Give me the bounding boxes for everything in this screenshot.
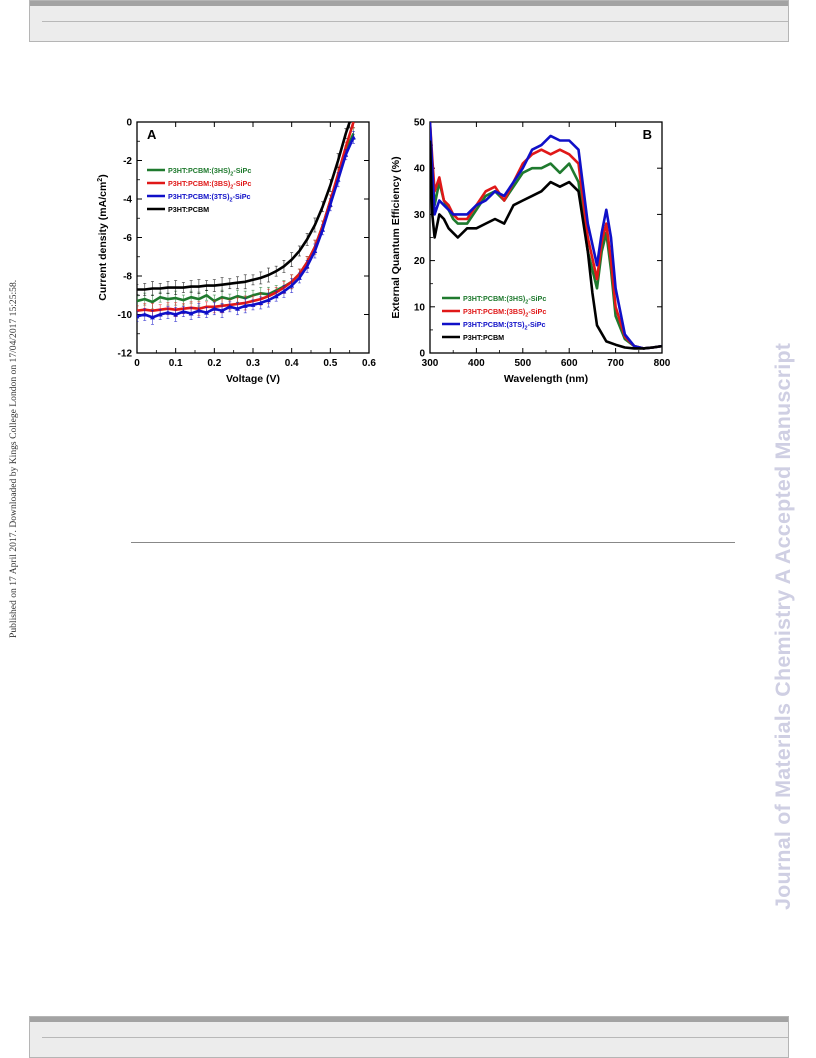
panel-a-x-tick-label: 0.4 [285,358,299,369]
panel-a-data-point [258,300,264,305]
panel-b-y-tick-label: 30 [414,210,426,221]
panel-b-x-tick-label: 300 [422,358,439,369]
panel-a-data-point [188,311,194,316]
panel-b-y-axis-label: External Quantum Efficiency (%) [390,156,402,318]
panel-a-data-point [266,297,271,303]
section-divider [131,542,735,543]
footer-line [42,1037,788,1038]
panel-b-series-line [430,122,662,350]
panel-a-data-point [335,177,341,182]
panel-a-data-point [297,275,302,280]
panel-b-series-line [430,140,662,350]
page-header-band [29,0,789,42]
footer-edge [30,1017,788,1022]
panel-a-legend-label: P3HT:PCBM [168,205,209,214]
panel-b-x-tick-label: 600 [561,358,578,369]
panel-a-data-point [196,308,202,313]
panel-a-y-tick-label: -10 [118,310,133,321]
panel-b-y-tick-label: 40 [414,164,426,175]
figure: 0 0.1 0.2 0.3 0.4 0.5 0.6 0 -2 -4 -6 -8 -10 -12 Voltag… [97,118,671,386]
panel-a-series-group [137,122,356,325]
panel-b-x-axis-label: Wavelength (nm) [504,373,588,385]
panel-a-data-point [150,314,155,320]
publication-note-text: Published on 17 April 2017. Downloaded b… [8,279,19,638]
panel-b-panel-label: B [643,127,652,142]
header-line [42,21,788,22]
panel-a-x-tick-label: 0.1 [169,358,183,369]
panel-a-panel-label: A [147,127,157,142]
panel-a-data-point [281,289,287,294]
panel-a-y-axis-label: Current density (mA/cm2) [97,174,109,300]
panel-a-data-point [242,303,248,308]
panel-a-data-point [181,309,186,314]
panel-b-y-tick-label: 0 [419,349,425,360]
panel-a-plot-frame [136,121,370,354]
panel-a-data-point [165,310,171,315]
panel-a-data-point [312,248,318,253]
panel-a-x-tick-label: 0 [134,358,140,369]
panel-a-data-point [157,312,163,317]
panel-a-x-tick-label: 0.5 [323,358,337,369]
panel-a-x-axis-label: Voltage (V) [226,373,280,385]
panel-b-x-tick-label: 700 [607,358,624,369]
panel-b-x-tick-label: 500 [514,358,531,369]
panel-a-data-point [250,302,256,307]
panel-a-y-tick-label: 0 [126,118,132,129]
panel-a-data-point [343,152,349,157]
panel-a-y-tick-label: -4 [123,195,132,206]
panel-a-x-tick-label: 0.2 [207,358,221,369]
panel-a-data-point [327,202,333,207]
panel-a-legend-label: P3HT:PCBM:(3TS)2-SiPc [168,192,251,204]
journal-watermark-text: Journal of Materials Chemistry A Accepte… [771,342,795,910]
panel-b-series-group [430,122,662,350]
panel-a-data-point [289,283,295,288]
panel-b-y-tick-label: 20 [414,256,426,267]
panel-a-y-tick-label: -2 [123,156,132,167]
panel-a-data-point [173,312,179,317]
panel-a-data-point [142,312,148,317]
header-edge [30,1,788,6]
panel-a-data-point [304,263,310,269]
panel-b-legend-label: P3HT:PCBM:(3HS)2-SiPc [463,294,546,306]
panel-a-x-tick-label: 0.6 [362,358,376,369]
panel-a-data-point [351,135,356,140]
panel-a-chart: 0 0.1 0.2 0.3 0.4 0.5 0.6 0 -2 -4 -6 -8 -10 -12 Voltag… [97,118,376,386]
panel-a-y-tick-label: -8 [123,272,132,283]
panel-a-legend-label: P3HT:PCBM:(3BS)2-SiPc [168,179,251,191]
panel-b-legend-label: P3HT:PCBM:(3TS)2-SiPc [463,320,546,332]
panel-b-legend-label: P3HT:PCBM:(3BS)2-SiPc [463,307,546,319]
panel-a-data-point [211,306,217,311]
panel-a-data-point [320,227,325,232]
panel-a-data-point [204,310,209,315]
panel-b-chart: 300 400 500 600 700 800 0 10 20 30 40 50 Wavelength … [390,118,671,386]
panel-b-x-tick-label: 400 [468,358,485,369]
panel-b-plot-frame [429,121,663,354]
panel-b-series-line [430,122,662,350]
panel-b-y-tick-label: 10 [414,302,426,313]
panel-b-y-tick-label: 50 [414,118,426,129]
panel-a-y-tick-label: -12 [118,349,133,360]
panel-a-legend-label: P3HT:PCBM:(3HS)2-SiPc [168,166,251,178]
panel-a-data-point [227,304,233,309]
panel-a-x-tick-label: 0.3 [246,358,260,369]
panel-a-data-point [235,306,240,311]
page-footer-band [29,1016,789,1058]
panel-a-y-tick-label: -6 [123,233,132,244]
panel-b-legend-label: P3HT:PCBM [463,333,504,342]
panel-a-data-point [273,293,279,299]
panel-a-data-point [219,308,225,313]
panel-b-x-tick-label: 800 [654,358,671,369]
